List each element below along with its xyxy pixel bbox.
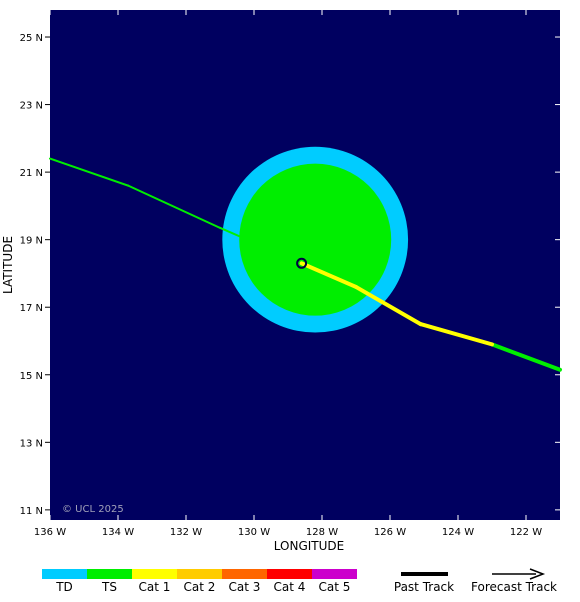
axes-group: 136 W 134 W 132 W 130 W 128 W 126 W 124 W 122 W… (20, 10, 560, 538)
y-tick-label: 15 N (20, 371, 43, 382)
legend-label: TS (101, 580, 117, 594)
intensity-legend: TD TS Cat 1 Cat 2 Cat 3 Cat 4 Cat 5 (42, 569, 357, 594)
track-group (49, 157, 562, 372)
x-tick-label: 130 W (238, 527, 270, 538)
y-tick-label: 19 N (20, 236, 43, 247)
legend-label: Cat 4 (274, 580, 306, 594)
legend-swatch (132, 569, 177, 579)
x-tick-label: 126 W (374, 527, 406, 538)
legend-swatch (222, 569, 267, 579)
legend-label: Cat 1 (139, 580, 171, 594)
forecast-track-segment (49, 157, 130, 187)
x-tick-label: 136 W (34, 527, 66, 538)
y-tick-label: 25 N (20, 33, 43, 44)
legend-swatch (177, 569, 222, 579)
y-tick-label: 21 N (20, 168, 43, 179)
ts-wind-field (239, 163, 392, 316)
copyright-text: © UCL 2025 (62, 504, 124, 515)
wind-field-group (222, 146, 409, 333)
legend-swatch (267, 569, 312, 579)
legend-label: Cat 2 (184, 580, 216, 594)
past-track-legend-label: Past Track (394, 580, 454, 594)
x-tick-label: 132 W (170, 527, 202, 538)
x-tick-label: 128 W (306, 527, 338, 538)
legend-swatch (312, 569, 357, 579)
forecast-track-legend-label: Forecast Track (471, 580, 557, 594)
x-axis-title: LONGITUDE (274, 539, 344, 553)
x-tick-label: 122 W (510, 527, 542, 538)
legend-label: Cat 3 (229, 580, 261, 594)
track-type-legend: Past Track Forecast Track (394, 568, 557, 594)
x-tick-label: 134 W (102, 527, 134, 538)
y-axis-title: LATITUDE (1, 236, 15, 294)
legend-swatch (87, 569, 132, 579)
forecast-track-segment (127, 184, 221, 229)
y-tick-label: 23 N (20, 101, 43, 112)
legend-label: Cat 5 (319, 580, 351, 594)
past-track-segment (354, 284, 423, 327)
legend-label: TD (55, 580, 73, 594)
x-tick-label: 124 W (442, 527, 474, 538)
past-track-segment (490, 342, 562, 372)
y-tick-label: 17 N (20, 303, 43, 314)
past-track-segment (418, 322, 494, 347)
legend-swatch (42, 569, 87, 579)
forecast-track-segment (219, 226, 303, 265)
y-tick-label: 13 N (20, 438, 43, 449)
current-position-group (296, 257, 308, 269)
forecast-track-arrow-icon (529, 568, 546, 580)
past-track-segment (299, 261, 358, 289)
storm-center-marker (296, 257, 308, 269)
y-tick-label: 11 N (20, 506, 43, 517)
